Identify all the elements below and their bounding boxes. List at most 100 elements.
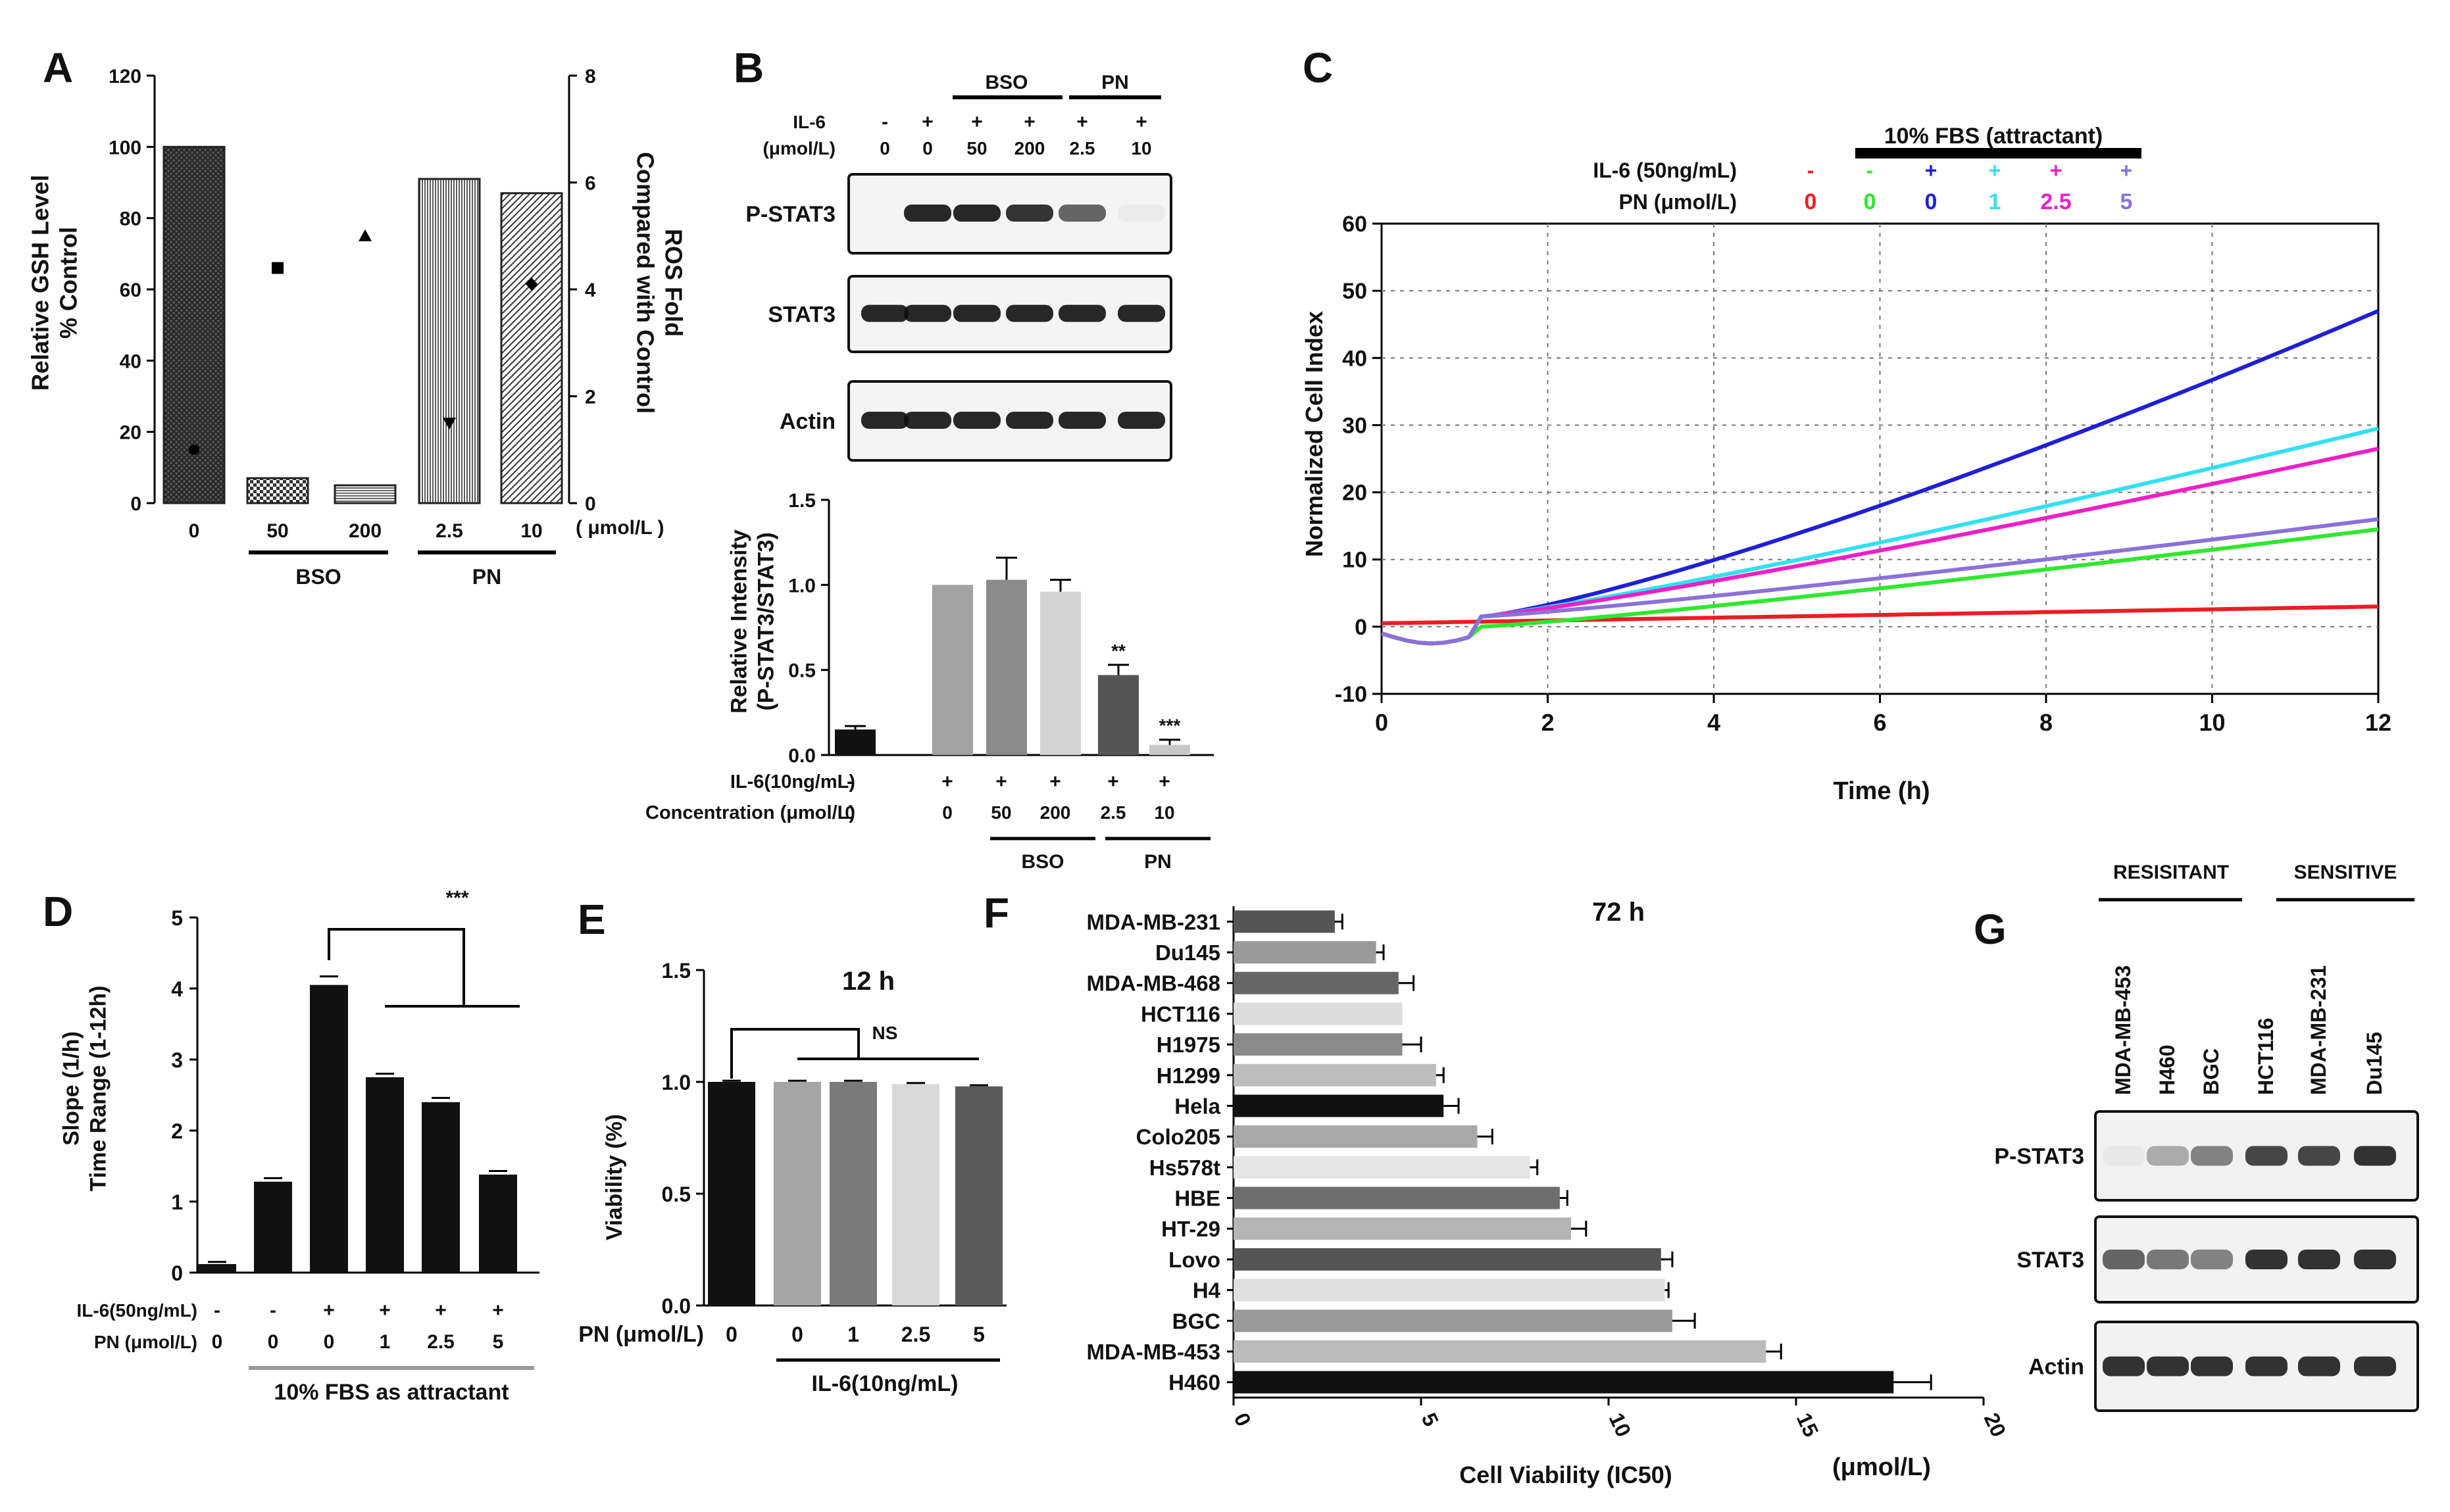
a-ros-marker — [189, 444, 199, 455]
a-xtick-label: 200 — [349, 520, 382, 542]
d-row2: 0 — [324, 1331, 335, 1353]
a-xtick-label: 0 — [189, 520, 200, 542]
g-band — [2245, 1356, 2288, 1377]
b-blot-label: STAT3 — [768, 303, 836, 328]
b-top-sign: + — [922, 111, 934, 133]
g-band — [2354, 1146, 2396, 1166]
b-band — [1118, 305, 1165, 322]
g-lane-label: H460 — [2155, 1045, 2179, 1096]
b-band — [1006, 205, 1053, 222]
panel-b-row2-label: Concentration (μmol/L) — [645, 802, 855, 823]
panel-f-chart: MDA-MB-231 Du145 MDA-MB-468 HCT116 H1975 H129… — [1086, 906, 2011, 1440]
e-xtick-label: 0 — [726, 1323, 738, 1346]
panel-c-letter: C — [1303, 44, 1333, 91]
panel-c-xlabel: Time (h) — [1833, 777, 1930, 805]
panel-b-row1-label: IL-6(10ng/mL) — [730, 771, 855, 793]
panel-f-letter: F — [984, 889, 1009, 937]
panel-e-letter: E — [578, 896, 606, 943]
c-legend-conc: 0 — [1925, 189, 1938, 214]
d-row1: + — [492, 1300, 504, 1321]
g-band — [2103, 1146, 2145, 1166]
b-top-conc: 0 — [880, 138, 890, 159]
d-bar — [198, 1264, 236, 1273]
panel-a-ylabel: Relative GSH Level% Control — [26, 175, 82, 391]
panel-c-header: 10% FBS (attractant) — [1884, 124, 2103, 149]
g-band — [2245, 1146, 2288, 1166]
g-lane-label: MDA-MB-231 — [2307, 965, 2330, 1095]
a-ros-marker — [272, 262, 284, 274]
d-row2: 5 — [493, 1331, 504, 1353]
b-blot-label: P-STAT3 — [745, 202, 836, 227]
d-row1: + — [379, 1300, 391, 1321]
panel-e-chart: 0.0 0.5 1.0 1.5 0 0 1 2.5 5 NS — [662, 959, 1007, 1346]
g-band — [2147, 1146, 2189, 1166]
f-xtick-label: 0 — [1230, 1409, 1256, 1430]
g-lane-label: Du145 — [2362, 1032, 2386, 1095]
b-bar — [986, 579, 1027, 755]
b-ytick-label: 0.5 — [788, 660, 816, 682]
b-ytick-label: 1.5 — [788, 490, 816, 512]
c-xtick-label: 2 — [1541, 709, 1554, 736]
g-lane-label: MDA-MB-453 — [2111, 965, 2135, 1095]
a-ros-marker — [526, 277, 538, 291]
d-ytick-label: 2 — [171, 1119, 183, 1143]
c-legend-conc: 0 — [1805, 189, 1817, 214]
panel-a-unit: ( μmol/L ) — [576, 517, 664, 539]
a-xtick-label: 2.5 — [436, 520, 463, 542]
f-ytick-label: BGC — [1172, 1309, 1220, 1333]
b-top-conc: 50 — [966, 138, 987, 159]
panel-c-row2-label: PN (μmol/L) — [1618, 190, 1737, 214]
g-band — [2298, 1356, 2340, 1377]
b-band — [1059, 412, 1106, 429]
d-bar — [310, 985, 348, 1273]
d-row2: 0 — [212, 1331, 223, 1353]
panel-d-ylabel: Slope (1/h)Time Range (1-12h) — [59, 985, 111, 1191]
b-top-conc: 2.5 — [1070, 138, 1095, 159]
a-bar — [500, 192, 563, 504]
panel-a-group-pn: PN — [472, 565, 501, 589]
panel-e-title: 12 h — [842, 967, 895, 996]
a-ytick-label: 20 — [120, 422, 141, 444]
f-bar — [1234, 1340, 1766, 1363]
b-row1: + — [995, 771, 1007, 793]
d-row2: 0 — [268, 1331, 279, 1353]
g-band — [2354, 1250, 2396, 1269]
d-row2: 1 — [380, 1331, 391, 1353]
d-row1: + — [323, 1300, 335, 1321]
e-bar — [774, 1082, 821, 1305]
g-lane-label: HCT116 — [2254, 1018, 2278, 1095]
d-bar — [422, 1102, 460, 1273]
panel-b-blots: - + + + + +0 0 50 200 2.5 10 P-STAT3 STAT3 Actin — [745, 111, 1172, 462]
a-y2tick-label: 4 — [585, 280, 596, 301]
b-top-conc: 0 — [922, 138, 933, 159]
b-top-sign: + — [1076, 111, 1088, 133]
g-band — [2298, 1250, 2340, 1269]
d-ytick-label: 4 — [171, 977, 183, 1001]
b-bar — [1149, 744, 1190, 755]
b-bar — [1098, 675, 1139, 755]
panel-a-group-bso: BSO — [295, 565, 341, 589]
f-xtick-label: 20 — [1980, 1409, 2011, 1440]
d-ytick-label: 1 — [171, 1190, 183, 1214]
panel-e-ylabel: Viability (%) — [602, 1114, 627, 1240]
c-legend-sign: + — [2050, 159, 2062, 182]
b-band — [1006, 412, 1053, 429]
a-y2tick-label: 0 — [585, 493, 596, 515]
a-bar — [246, 477, 309, 504]
a-ytick-label: 80 — [120, 208, 141, 230]
b-band — [1006, 305, 1053, 322]
f-xtick-label: 15 — [1792, 1409, 1824, 1440]
a-bar — [418, 178, 481, 504]
panel-c: C 10% FBS (attractant) IL-6 (50ng/mL) PN… — [1301, 44, 2391, 805]
panel-d-chart: 0 1 2 3 4 5 - 0 - 0 +0 +1 +2.5 +5 *** — [171, 887, 539, 1353]
b-row1: + — [1107, 771, 1119, 793]
f-bar — [1234, 1248, 1661, 1271]
c-xtick-label: 0 — [1375, 709, 1388, 736]
b-top-sign: - — [882, 111, 888, 133]
g-band — [2191, 1356, 2233, 1377]
c-ytick-label: 40 — [1342, 346, 1367, 371]
a-xtick-label: 50 — [266, 520, 288, 542]
b-band — [861, 412, 909, 429]
b-row2: 200 — [1040, 802, 1071, 823]
c-legend-conc: 2.5 — [2040, 189, 2071, 214]
